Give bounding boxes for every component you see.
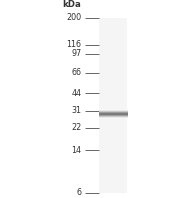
Text: 116: 116 [66, 40, 81, 49]
Text: 6: 6 [76, 188, 81, 197]
Text: kDa: kDa [63, 0, 81, 9]
Text: 66: 66 [72, 69, 81, 77]
Text: 44: 44 [72, 89, 81, 98]
Text: 31: 31 [72, 106, 81, 115]
Text: 200: 200 [66, 13, 81, 22]
Text: 14: 14 [72, 146, 81, 155]
Text: 97: 97 [71, 49, 81, 58]
Text: 22: 22 [71, 123, 81, 132]
Bar [99, 17, 127, 193]
